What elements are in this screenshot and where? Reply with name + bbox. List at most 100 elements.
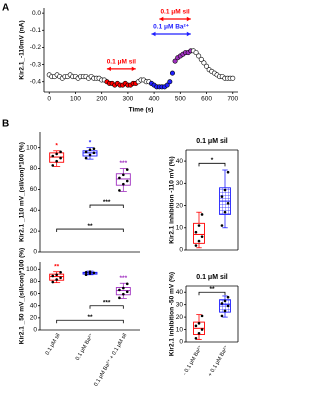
data-point bbox=[223, 210, 227, 214]
y-tick-label: 60 bbox=[30, 290, 38, 297]
y-axis-label: Kir2.1_-110mV (nA) bbox=[19, 20, 26, 79]
data-point bbox=[167, 79, 173, 85]
data-point bbox=[118, 296, 121, 300]
bracket-label: * bbox=[211, 157, 214, 164]
data-point bbox=[55, 159, 58, 163]
x-tick-label: 0 bbox=[47, 96, 51, 103]
y-tick-label: 40 bbox=[176, 289, 184, 296]
significance-star: ** bbox=[54, 263, 60, 270]
x-tick-label: 0.1 μM Ba²⁺ + 0.1 μM sil bbox=[92, 332, 128, 387]
data-point bbox=[197, 322, 201, 325]
data-point bbox=[226, 170, 230, 174]
figure: A B -0.4 -0.3 -0.2 -0.1 0.0 Kir2.1_-110mV (nA… bbox=[2, 3, 239, 388]
data-point bbox=[55, 273, 58, 277]
y-axis-label: Kir2.1 inhibition -50 mV (%) bbox=[169, 272, 176, 356]
annotation: 0.1 μM sil bbox=[160, 9, 189, 16]
y-tick-label: 100 bbox=[26, 266, 37, 273]
arrow-head bbox=[186, 31, 191, 37]
x-axis-label: Time (s) bbox=[129, 107, 154, 114]
x-tick-label: - 0.1 μM Ba²⁺ bbox=[181, 344, 204, 376]
x-tick-label: 400 bbox=[149, 96, 160, 103]
y-tick-label: 0 bbox=[33, 249, 37, 256]
data-point bbox=[223, 188, 227, 192]
data-point bbox=[169, 70, 175, 76]
data-point bbox=[84, 156, 88, 160]
y-tick-label: -0.1 bbox=[30, 27, 42, 34]
data-point bbox=[88, 272, 92, 275]
y-tick-label: 80 bbox=[30, 278, 38, 285]
data-point bbox=[200, 213, 204, 216]
data-point bbox=[226, 304, 230, 308]
data-point bbox=[226, 202, 230, 205]
arrow-head bbox=[151, 31, 156, 37]
data-point bbox=[220, 302, 224, 305]
data-point bbox=[200, 314, 204, 318]
y-tick-label: 40 bbox=[30, 302, 38, 309]
bracket bbox=[56, 319, 124, 324]
arrow-head bbox=[186, 16, 191, 22]
x-tick-label: 300 bbox=[122, 96, 133, 103]
annotation: 0.1 μM sil bbox=[107, 59, 136, 66]
bracket-label: ** bbox=[209, 286, 215, 293]
data-point bbox=[200, 235, 204, 238]
x-tick-label: + 0.1 μM Ba²⁺ bbox=[207, 344, 230, 378]
y-tick-label: 30 bbox=[176, 301, 184, 308]
data-point bbox=[122, 292, 125, 296]
data-point bbox=[122, 173, 125, 177]
bracket-label: *** bbox=[103, 199, 111, 206]
y-tick-label: 10 bbox=[176, 224, 184, 231]
x-tick-label: 500 bbox=[175, 96, 186, 103]
data-point bbox=[122, 286, 125, 290]
data-point bbox=[88, 153, 92, 157]
data-point bbox=[59, 271, 62, 274]
data-point bbox=[196, 53, 202, 59]
panel-label: A bbox=[2, 3, 9, 14]
bracket bbox=[89, 204, 124, 209]
data-point bbox=[59, 156, 62, 160]
y-tick-label: 0 bbox=[33, 327, 37, 334]
data-point bbox=[194, 324, 198, 328]
data-point bbox=[193, 50, 199, 56]
x-tick-label: 600 bbox=[201, 96, 212, 103]
y-tick-label: 20 bbox=[176, 202, 184, 209]
data-point bbox=[198, 56, 204, 62]
data-point bbox=[125, 179, 129, 183]
bracket-label: *** bbox=[103, 299, 111, 306]
data-point bbox=[200, 328, 204, 331]
y-tick-label: 20 bbox=[176, 314, 184, 321]
data-point bbox=[197, 331, 201, 335]
data-point bbox=[122, 182, 125, 186]
significance-star: *** bbox=[120, 275, 128, 282]
panel-label: B bbox=[2, 119, 9, 130]
data-point bbox=[223, 309, 227, 313]
bracket bbox=[198, 162, 226, 167]
data-point bbox=[125, 168, 129, 171]
data-point bbox=[125, 282, 129, 286]
bracket bbox=[198, 291, 226, 296]
data-point bbox=[51, 164, 55, 167]
bracket bbox=[56, 228, 124, 233]
data-point bbox=[172, 58, 178, 64]
data-point bbox=[84, 273, 88, 277]
data-point bbox=[88, 270, 92, 274]
x-tick-label: 200 bbox=[96, 96, 107, 103]
arrow-head bbox=[106, 66, 111, 72]
chart-title: 0.1 μM sil bbox=[196, 274, 228, 281]
arrow-head bbox=[131, 66, 136, 72]
data-point bbox=[201, 60, 207, 66]
y-tick-label: 20 bbox=[30, 228, 38, 235]
data-point bbox=[230, 75, 236, 81]
data-point bbox=[118, 176, 121, 180]
significance-star: * bbox=[55, 143, 58, 150]
y-tick-label: 30 bbox=[176, 180, 184, 187]
x-tick-label: 0.1 μM sil bbox=[45, 333, 62, 356]
data-point bbox=[118, 288, 121, 292]
y-tick-label: 10 bbox=[176, 326, 184, 333]
bracket bbox=[89, 305, 124, 309]
y-tick-label: 40 bbox=[176, 158, 184, 165]
arrow-head bbox=[159, 16, 164, 22]
y-tick-label: 80 bbox=[30, 165, 38, 172]
y-tick-label: 20 bbox=[30, 315, 38, 322]
data-point bbox=[194, 244, 198, 247]
